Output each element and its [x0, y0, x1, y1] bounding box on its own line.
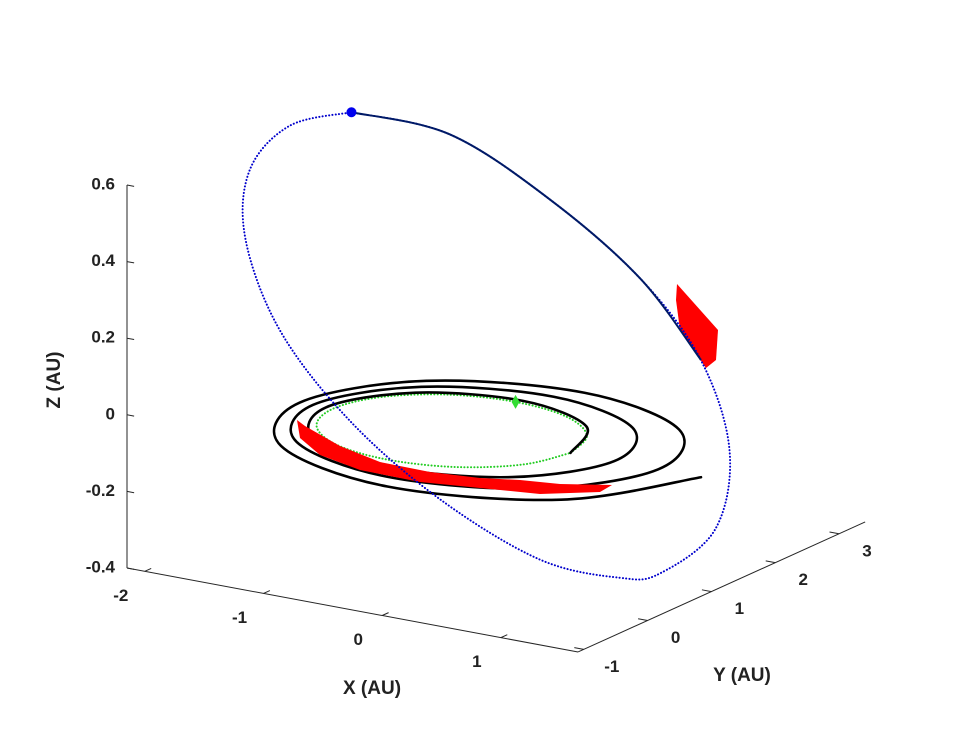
thrust-vectors: [297, 284, 718, 494]
tick-mark: [144, 567, 152, 572]
tick-mark: [765, 560, 776, 564]
tick-mark: [126, 490, 135, 494]
z-tick-label: 0.4: [91, 251, 115, 270]
x-axis-line: [126, 567, 579, 653]
y-axis-label: Y (AU): [713, 665, 771, 686]
y-tick-label: 2: [798, 570, 807, 589]
z-tick-label: -0.4: [86, 557, 116, 576]
tick-mark: [574, 647, 584, 650]
x-tick-label: -1: [232, 608, 247, 627]
tick-mark: [126, 567, 135, 570]
z-tick-label: 0.6: [91, 174, 115, 193]
z-tick-label: -0.2: [86, 481, 115, 500]
thrust-patch: [297, 420, 612, 494]
x-tick-label: 0: [353, 630, 362, 649]
y-axis-line: [577, 521, 866, 653]
tick-mark: [263, 590, 271, 594]
tick-mark: [701, 589, 712, 593]
z-tick-label: 0.2: [91, 328, 115, 347]
tick-mark: [500, 634, 508, 639]
tick-mark: [638, 618, 648, 621]
x-tick-label: -2: [113, 586, 128, 605]
tick-mark: [126, 337, 135, 341]
tick-mark: [126, 184, 135, 187]
orbit-line: [241, 111, 732, 581]
tick-mark: [126, 414, 135, 417]
y-tick-label: 1: [735, 599, 744, 618]
z-axis-label: Z (AU): [44, 352, 65, 409]
z-tick-label: 0: [106, 404, 115, 423]
x-axis-label: X (AU): [343, 678, 401, 699]
position-marker: [346, 107, 357, 118]
tick-mark: [126, 261, 135, 264]
tick-mark: [381, 612, 389, 616]
orbit-line: [350, 111, 702, 361]
tick-mark: [829, 531, 840, 535]
y-tick-label: 3: [862, 541, 871, 560]
y-tick-label: 0: [671, 628, 680, 647]
orbit-line: [315, 393, 588, 469]
position-marker: [511, 394, 520, 409]
y-tick-label: -1: [604, 657, 619, 676]
x-tick-label: 1: [472, 652, 481, 671]
thrust-patch: [676, 284, 718, 368]
orbit-line: [272, 379, 703, 502]
